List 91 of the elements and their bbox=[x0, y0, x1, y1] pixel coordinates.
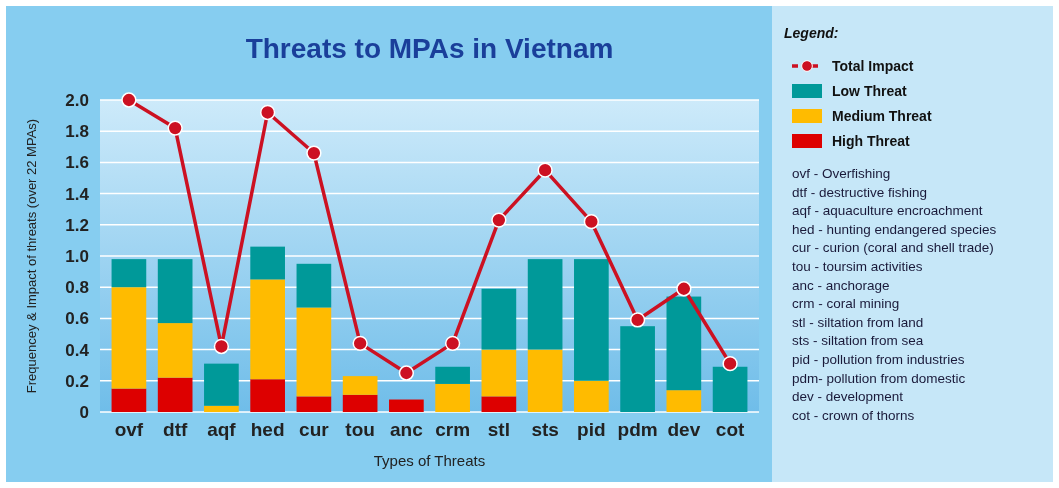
legend-label: Medium Threat bbox=[832, 108, 932, 124]
point bbox=[676, 281, 692, 297]
y-tick-label: 0.2 bbox=[65, 371, 89, 391]
point bbox=[444, 335, 461, 352]
bar bbox=[389, 399, 424, 412]
bar bbox=[574, 259, 609, 381]
bar bbox=[296, 396, 332, 412]
bar bbox=[342, 376, 378, 395]
bar bbox=[157, 259, 193, 324]
x-tick-label: cur bbox=[299, 418, 330, 440]
bar bbox=[204, 363, 239, 406]
y-tick-label: 0.8 bbox=[65, 278, 89, 298]
x-tick-label: crm bbox=[435, 418, 471, 440]
x-tick-label: tou bbox=[345, 418, 375, 440]
x-tick-label: sts bbox=[531, 418, 559, 440]
point bbox=[259, 104, 276, 121]
point bbox=[491, 212, 507, 228]
point bbox=[583, 214, 600, 230]
bar bbox=[435, 383, 470, 412]
y-axis-title: Frequencey & Impact of threats (over 22 MPAs) bbox=[24, 118, 39, 394]
point bbox=[213, 338, 230, 355]
point bbox=[537, 162, 553, 178]
x-tick-label: stl bbox=[487, 418, 510, 440]
point bbox=[352, 335, 368, 352]
y-tick-label: 0.4 bbox=[65, 340, 90, 360]
x-tick-label: dtf bbox=[163, 418, 188, 440]
bar bbox=[296, 263, 332, 308]
y-tick-label: 2.0 bbox=[65, 90, 89, 110]
y-tick-label: 1.8 bbox=[65, 122, 89, 142]
text: hed - hunting endangered species bbox=[792, 221, 997, 237]
text: tou - toursim activities bbox=[792, 259, 923, 274]
bar bbox=[111, 287, 147, 389]
text: anc - anchorage bbox=[792, 277, 890, 293]
text: dev - development bbox=[792, 389, 904, 405]
y-tick-label: 1.0 bbox=[65, 246, 89, 266]
bar bbox=[250, 246, 285, 280]
y-tick-label: 1.4 bbox=[65, 184, 90, 204]
bar bbox=[435, 366, 470, 384]
text: stl - siltation from land bbox=[792, 314, 924, 330]
bar bbox=[712, 366, 748, 412]
bar bbox=[111, 259, 147, 288]
bar bbox=[342, 394, 378, 412]
bar bbox=[527, 259, 563, 350]
legend-title: Legend: bbox=[784, 25, 839, 41]
bar bbox=[574, 380, 609, 412]
x-tick-label: hed bbox=[250, 418, 285, 440]
text: ovf - Overfishing bbox=[792, 166, 891, 181]
bar bbox=[527, 349, 563, 412]
text: aqf - aquaculture encroachment bbox=[792, 203, 983, 219]
legend-label: Total Impact bbox=[832, 58, 914, 74]
text: cot - crown of thorns bbox=[792, 407, 915, 423]
y-tick-label: 1.2 bbox=[65, 215, 89, 235]
text: pdm- pollution from domestic bbox=[792, 370, 966, 386]
bar bbox=[620, 326, 655, 412]
bar bbox=[481, 396, 517, 412]
x-tick-label: dev bbox=[667, 418, 701, 440]
bar bbox=[111, 388, 147, 412]
bar bbox=[296, 307, 332, 397]
text: sts - siltation from sea bbox=[792, 333, 924, 349]
point bbox=[722, 355, 738, 372]
point bbox=[629, 312, 646, 328]
y-tick-label: 0.6 bbox=[65, 309, 89, 329]
point bbox=[121, 92, 137, 108]
bar bbox=[157, 377, 193, 412]
text: cur - curion (coral and shell trade) bbox=[792, 240, 994, 256]
x-tick-label: anc bbox=[390, 418, 424, 440]
bar bbox=[666, 390, 702, 412]
y-tick-label: 0 bbox=[79, 402, 89, 422]
text: crm - coral mining bbox=[792, 296, 900, 312]
legend-label: Low Threat bbox=[832, 83, 908, 99]
bar bbox=[250, 279, 285, 380]
x-tick-label: ovf bbox=[114, 418, 144, 440]
point bbox=[398, 365, 415, 381]
text: dtf - destructive fishing bbox=[792, 184, 928, 200]
x-tick-label: pid bbox=[577, 418, 606, 440]
chart-title: Threats to MPAs in Vietnam bbox=[245, 33, 614, 64]
legend-label: High Threat bbox=[832, 133, 911, 149]
bar bbox=[204, 405, 239, 412]
x-axis-title: Types of Threats bbox=[373, 452, 486, 469]
bar bbox=[666, 296, 702, 391]
point bbox=[167, 120, 183, 136]
bar bbox=[250, 379, 285, 412]
x-tick-label: cot bbox=[715, 418, 746, 440]
bar bbox=[157, 323, 193, 378]
text: pid - pollution from industries bbox=[792, 352, 965, 367]
x-tick-label: aqf bbox=[207, 418, 237, 440]
y-tick-label: 1.6 bbox=[65, 153, 89, 173]
point bbox=[306, 145, 322, 161]
x-tick-label: pdm bbox=[617, 418, 658, 440]
bar bbox=[481, 288, 517, 350]
bar bbox=[481, 349, 517, 397]
